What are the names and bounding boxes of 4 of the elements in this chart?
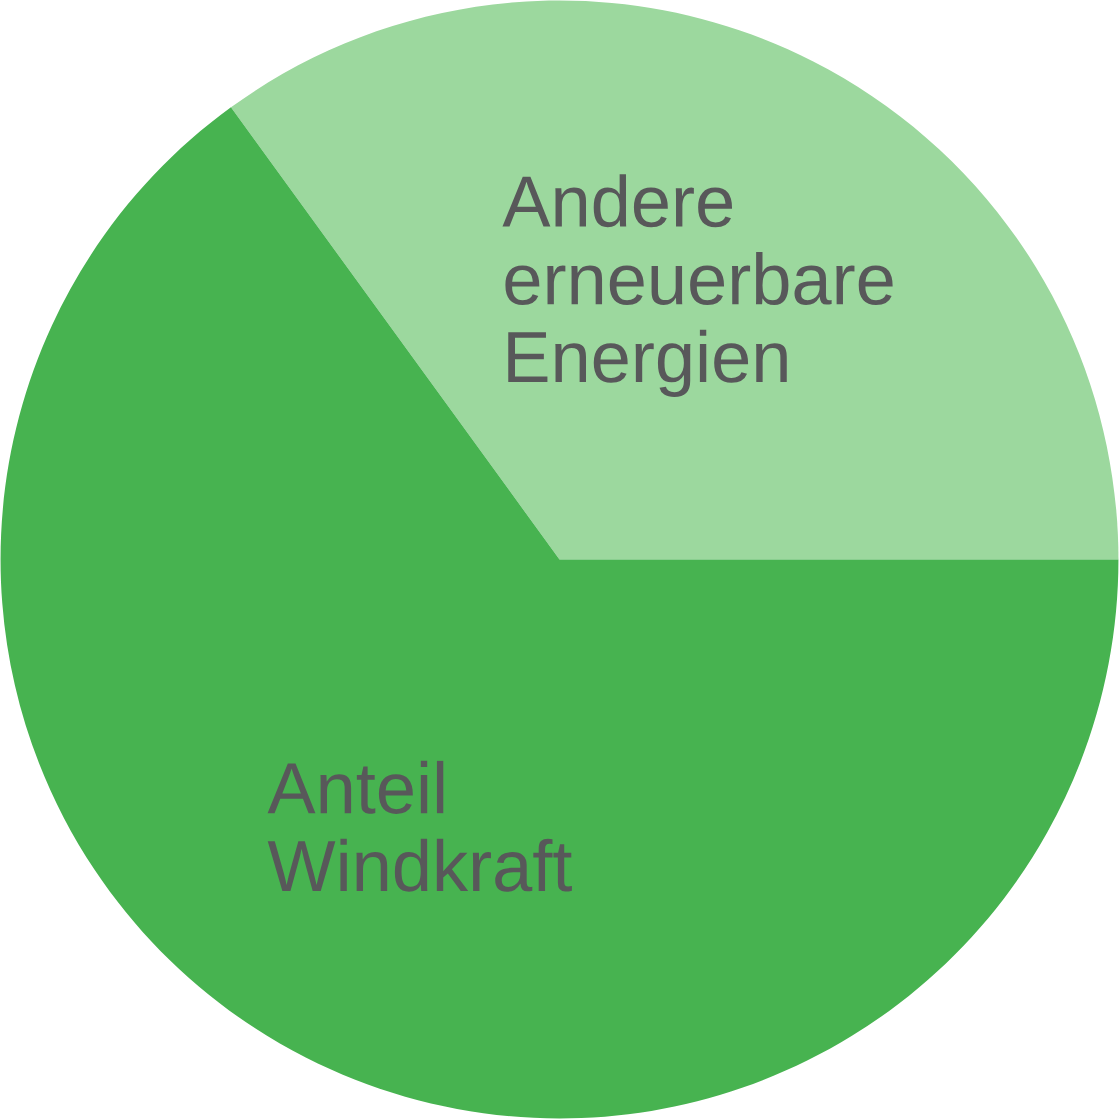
slice-label: Anteil Windkraft	[267, 760, 572, 892]
pie-slice	[0, 107, 1119, 1119]
slice-label: Andere erneuerbare Energien	[502, 174, 893, 398]
pie-slice	[230, 0, 1119, 560]
